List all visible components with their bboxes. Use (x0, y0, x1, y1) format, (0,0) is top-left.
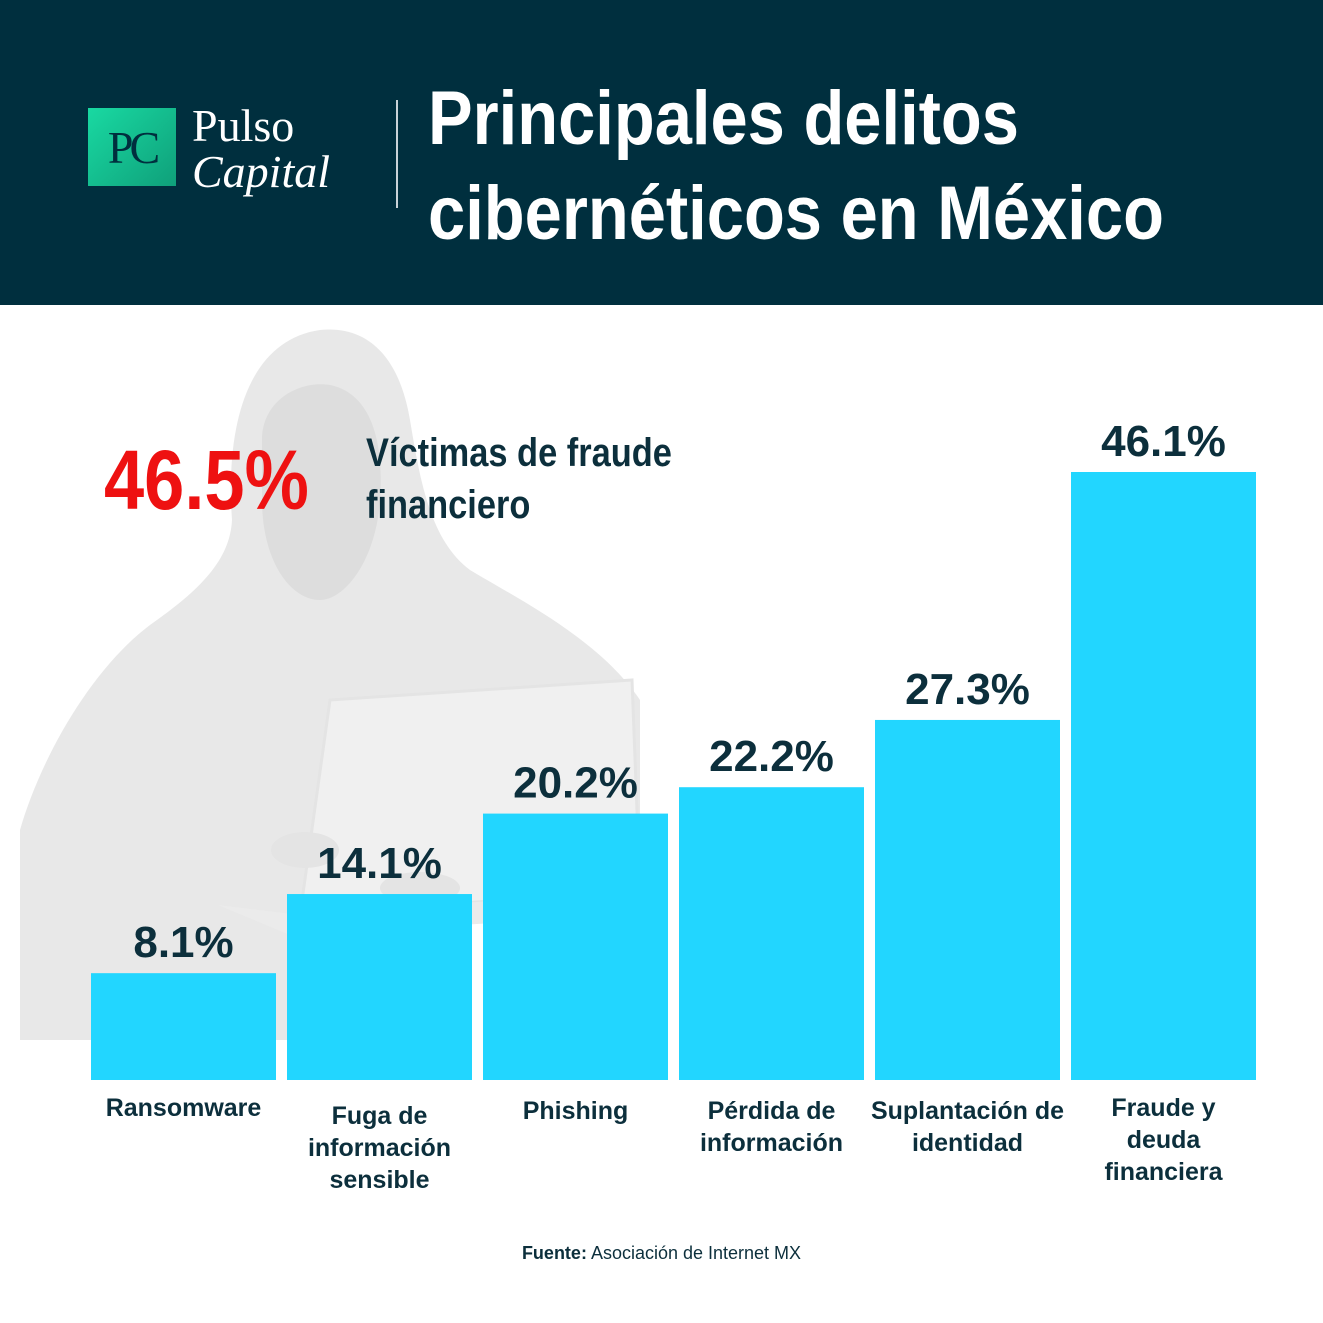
category-label-2: Fuga de información sensible (280, 1100, 480, 1196)
category-label-line: Phishing (522, 1097, 629, 1125)
bar-4 (679, 787, 864, 1080)
category-label-line: financiera (1104, 1158, 1223, 1186)
bar-value-label-1: 8.1% (133, 918, 233, 967)
category-label-line: sensible (329, 1166, 430, 1194)
category-label-line: Ransomware (105, 1094, 262, 1122)
category-label-line: Suplantación de (870, 1097, 1065, 1125)
bar-value-label-2: 14.1% (317, 839, 442, 888)
page-title-line-1: Principales delitos (428, 76, 1019, 161)
category-label-1: Ransomware (84, 1092, 284, 1124)
category-label-6: Fraude y deuda financiera (1064, 1092, 1264, 1188)
logo-icon: PC (88, 108, 176, 186)
highlight-stat-value: 46.5% (104, 433, 309, 527)
bar-1 (91, 973, 276, 1080)
highlight-stat-label-line-1: Víctimas de fraude (366, 431, 672, 475)
highlight-stat-label-line-2: financiero (366, 483, 531, 527)
category-label-5: Suplantación de identidad (868, 1095, 1068, 1159)
category-label-3: Phishing (476, 1095, 676, 1127)
category-label-line: deuda (1126, 1126, 1201, 1154)
page-title-line-2: cibernéticos en México (428, 171, 1164, 256)
logo-text-capital: Capital (192, 146, 331, 197)
logo-text-pulso: Pulso (192, 100, 295, 151)
bar-2 (287, 894, 472, 1080)
source-label: Fuente: (521, 1243, 587, 1263)
source-note: Fuente: Asociación de Internet MX (0, 1243, 1323, 1264)
logo-mark: PC (107, 121, 160, 173)
bar-value-label-4: 22.2% (709, 732, 834, 781)
bar-6 (1071, 472, 1256, 1080)
category-label-line: Fuga de (331, 1102, 428, 1130)
category-label-line: Fraude y (1111, 1094, 1216, 1122)
bar-value-label-3: 20.2% (513, 759, 638, 808)
bar-3 (483, 813, 668, 1080)
category-label-line: identidad (911, 1129, 1024, 1157)
header-banner: PC Pulso Capital Principales delitos cib… (0, 0, 1323, 305)
category-label-line: información (307, 1134, 452, 1162)
category-label-line: información (699, 1129, 844, 1157)
category-label-4: Pérdida de información (672, 1095, 872, 1159)
bar-value-label-5: 27.3% (905, 665, 1030, 714)
bar-5 (875, 719, 1060, 1080)
category-label-line: Pérdida de (707, 1097, 836, 1125)
bar-value-label-6: 46.1% (1101, 417, 1226, 466)
source-text: Asociación de Internet MX (586, 1243, 802, 1263)
header-divider (396, 100, 398, 208)
